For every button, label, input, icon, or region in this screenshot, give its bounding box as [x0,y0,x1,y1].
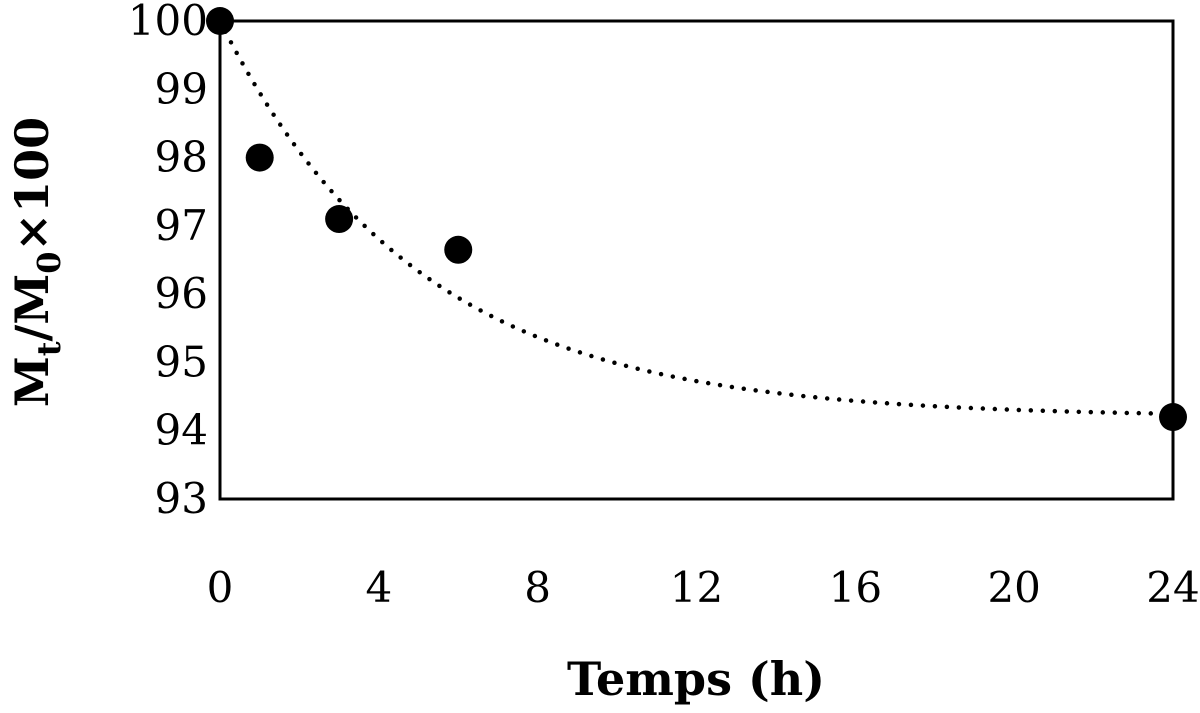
y-tick-label: 100 [128,0,208,45]
data-point [444,235,473,264]
y-tick-label: 93 [155,474,208,523]
y-axis-title-subscript-t: t [30,341,68,356]
y-axis-ticks: 93 94 95 96 97 98 99 100 [128,0,208,523]
y-tick-label: 97 [155,201,208,250]
data-point [325,205,354,234]
x-tick-label: 12 [670,563,723,612]
trendline-layer [217,18,1176,417]
data-point [1159,403,1187,432]
x-tick-label: 8 [524,563,551,612]
x-tick-label: 16 [829,563,882,612]
y-axis-title: Mt/M0×100 [5,117,68,407]
y-tick-label: 94 [155,406,208,455]
y-axis-title-slash: /M [5,274,59,342]
data-point [245,143,274,172]
x-tick-label: 20 [987,563,1040,612]
x-tick-label: 0 [207,563,234,612]
plot-area-frame [218,19,1175,501]
data-point [206,7,234,35]
data-points-layer [206,7,1187,432]
x-axis-title: Temps (h) [567,652,825,706]
y-tick-label: 96 [155,269,208,318]
y-axis-title-tail: ×100 [5,117,59,252]
x-axis-ticks: 0 4 8 12 16 20 24 [207,563,1200,612]
y-tick-label: 95 [155,337,208,386]
y-tick-label: 99 [155,64,208,113]
x-tick-label: 24 [1146,563,1199,612]
trendline [217,18,1176,417]
y-axis-title-main: M [5,356,59,407]
x-tick-label: 4 [365,563,392,612]
y-tick-label: 98 [155,133,208,182]
y-axis-title-subscript-0: 0 [30,251,68,273]
